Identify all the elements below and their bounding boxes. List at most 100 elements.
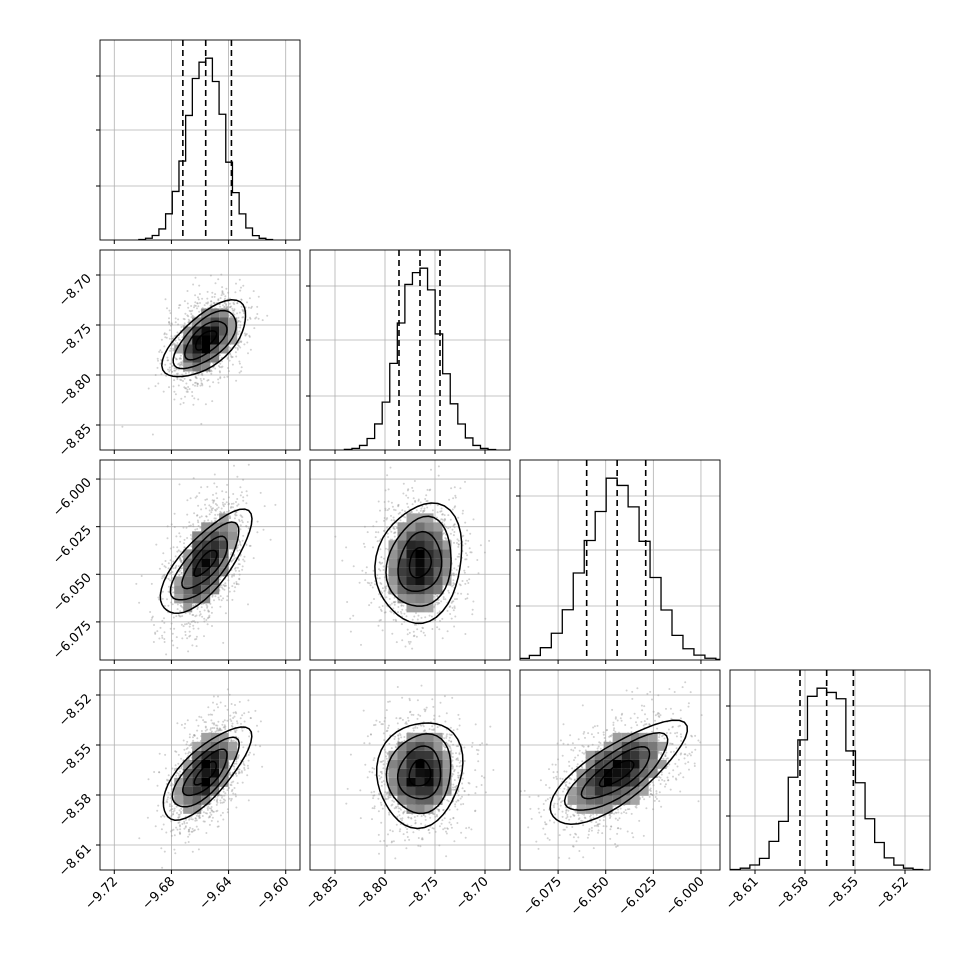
density-cell	[192, 558, 202, 568]
scatter-point	[180, 361, 183, 364]
scatter-point	[449, 605, 452, 608]
contour-line	[161, 299, 247, 378]
density-cell	[201, 353, 211, 363]
density-cell	[219, 540, 229, 550]
scatter-point	[200, 382, 203, 385]
scatter-point	[430, 468, 432, 471]
scatter-point	[169, 349, 172, 352]
density-cell	[201, 317, 211, 327]
scatter-point	[226, 811, 229, 814]
scatter-point	[409, 511, 412, 514]
scatter-point	[476, 559, 479, 561]
scatter-point	[249, 544, 252, 547]
scatter-point	[414, 500, 417, 503]
scatter-point	[198, 492, 201, 494]
density-cell	[433, 522, 443, 532]
scatter-point	[419, 501, 422, 504]
scatter-point	[227, 587, 230, 589]
scatter-point	[187, 321, 190, 324]
scatter-point	[472, 600, 475, 603]
scatter-point	[216, 504, 219, 507]
scatter-point	[200, 379, 203, 382]
density-cell	[397, 540, 407, 550]
scatter-point	[424, 498, 427, 500]
scatter-point	[184, 612, 187, 615]
density-cell	[415, 594, 425, 604]
scatter-point	[222, 597, 225, 600]
density-cell	[406, 513, 416, 523]
density-cell	[219, 567, 229, 577]
scatter-point	[200, 515, 203, 518]
scatter-point	[239, 346, 242, 349]
scatter-point	[217, 278, 220, 281]
density-cell	[210, 353, 220, 363]
scatter-point	[376, 540, 379, 543]
scatter-point	[411, 618, 414, 621]
scatter-point	[403, 620, 406, 623]
scatter-point	[243, 343, 246, 346]
scatter-point	[453, 625, 456, 628]
scatter-point	[466, 554, 469, 557]
scatter-point	[163, 621, 166, 624]
density-cell	[192, 594, 202, 604]
scatter-point	[213, 517, 216, 520]
scatter-point	[173, 512, 176, 515]
density-cell	[219, 549, 229, 559]
density-cell	[219, 513, 229, 523]
scatter-point	[163, 850, 166, 853]
scatter-point	[177, 363, 180, 366]
scatter-point	[452, 582, 455, 585]
scatter-point	[159, 626, 162, 629]
scatter-point	[252, 557, 255, 560]
scatter-point	[229, 315, 232, 318]
scatter-point	[223, 511, 226, 514]
scatter-point	[381, 561, 384, 564]
scatter-point	[372, 525, 375, 528]
scatter-point	[196, 621, 199, 624]
scatter-point	[464, 542, 467, 545]
scatter-point	[257, 295, 260, 298]
scatter-point	[173, 342, 176, 345]
scatter-point	[221, 811, 224, 814]
scatter-point	[239, 324, 242, 327]
scatter-point	[469, 532, 472, 535]
scatter-point	[386, 532, 389, 535]
scatter-point	[170, 335, 173, 338]
scatter-point	[225, 584, 227, 587]
scatter-point	[467, 565, 470, 568]
panels-layer	[96, 39, 931, 874]
scatter-point	[179, 378, 182, 381]
scatter-point	[232, 558, 235, 561]
scatter-point	[194, 376, 197, 379]
scatter-point	[454, 496, 457, 499]
scatter-point	[247, 527, 250, 530]
density-cell	[174, 585, 184, 595]
scatter-point	[246, 521, 249, 523]
scatter-point	[169, 369, 172, 371]
scatter-point	[228, 590, 231, 593]
scatter-point	[206, 606, 209, 609]
scatter-point	[196, 302, 199, 305]
scatter-point	[452, 600, 455, 603]
scatter-point	[465, 552, 467, 555]
scatter-point	[176, 608, 179, 611]
density-cell	[183, 353, 193, 363]
scatter-point	[434, 619, 436, 622]
scatter-point	[187, 318, 190, 321]
scatter-point	[189, 497, 192, 500]
scatter-point	[186, 637, 189, 640]
scatter-point	[451, 508, 454, 511]
scatter-point	[188, 816, 191, 819]
scatter-point	[178, 483, 181, 486]
density-cell	[397, 531, 407, 541]
scatter-point	[361, 569, 364, 572]
scatter-point	[215, 803, 218, 806]
scatter-point	[235, 514, 238, 517]
scatter-point	[247, 352, 249, 355]
density-cell	[201, 344, 211, 354]
scatter-point	[226, 306, 229, 308]
scatter-point	[457, 543, 460, 546]
scatter-point	[174, 357, 177, 360]
scatter-point	[198, 815, 201, 818]
scatter-point	[193, 306, 195, 309]
